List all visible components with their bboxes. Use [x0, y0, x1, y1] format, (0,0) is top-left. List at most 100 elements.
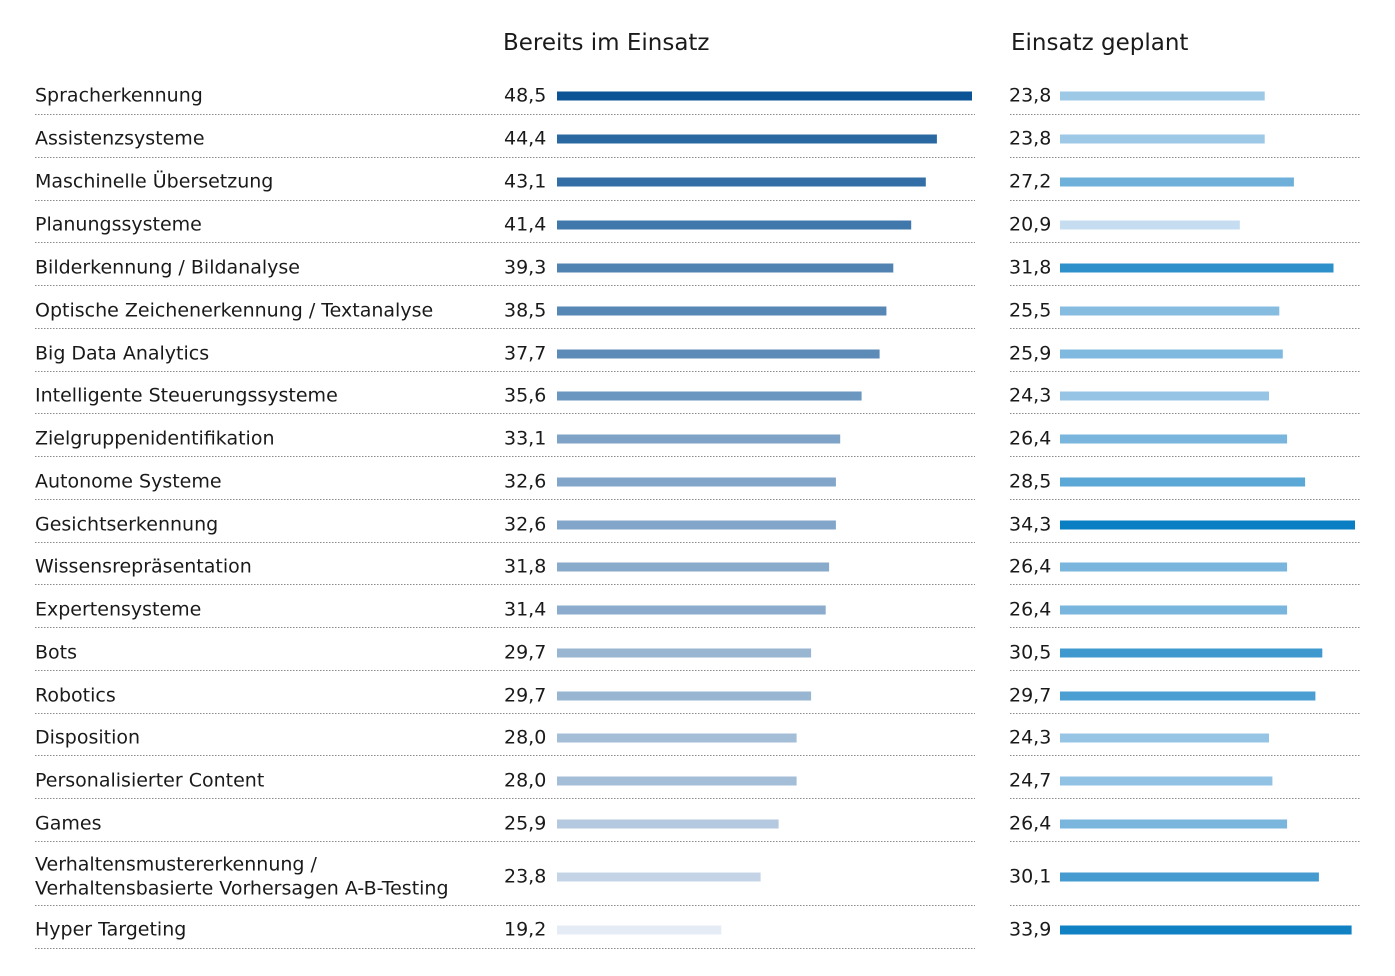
category-label-line: Big Data Analytics [35, 343, 209, 365]
category-label: Maschinelle Übersetzung [35, 170, 273, 193]
value-label-bereits: 38,5 [504, 300, 546, 322]
bar-einsatz-geplant [1060, 177, 1294, 187]
bar-bereits-im-einsatz [557, 605, 826, 615]
value-label-geplant: 25,5 [1009, 300, 1051, 322]
category-label-line: Bots [35, 642, 77, 664]
bar-einsatz-geplant [1060, 134, 1265, 144]
value-label-geplant: 23,8 [1009, 128, 1051, 150]
category-label: Spracherkennung [35, 85, 203, 107]
category-label-line: Verhaltensmustererkennung / [35, 854, 318, 876]
category-label: Disposition [35, 727, 140, 749]
category-label-line: Verhaltensbasierte Vorhersagen A-B-Testi… [35, 878, 449, 900]
category-label: Autonome Systeme [35, 471, 222, 493]
bar-bereits-im-einsatz [557, 819, 779, 829]
bar-bereits-im-einsatz [557, 263, 894, 273]
value-label-bereits: 41,4 [504, 214, 546, 236]
bar-bereits-im-einsatz [557, 925, 722, 935]
category-label: Zielgruppenidentifikation [35, 428, 275, 450]
column-header-einsatz-geplant: Einsatz geplant [1011, 30, 1189, 56]
category-label-line: Personalisierter Content [35, 770, 264, 792]
value-label-geplant: 24,7 [1009, 770, 1051, 792]
value-label-geplant: 23,8 [1009, 85, 1051, 107]
bar-bereits-im-einsatz [557, 477, 836, 487]
category-label-line: Hyper Targeting [35, 919, 186, 941]
category-label: Expertensysteme [35, 599, 201, 621]
value-label-bereits: 23,8 [504, 866, 546, 888]
value-label-bereits: 28,0 [504, 727, 546, 749]
category-label: Gesichtserkennung [35, 514, 218, 536]
category-label: Robotics [35, 685, 116, 707]
value-label-bereits: 33,1 [504, 428, 546, 450]
value-label-geplant: 30,1 [1009, 866, 1051, 888]
bar-einsatz-geplant [1060, 434, 1288, 444]
category-label-line: Assistenzsysteme [35, 128, 205, 150]
category-label: Wissensrepräsentation [35, 556, 252, 578]
bar-einsatz-geplant [1060, 391, 1269, 401]
bar-einsatz-geplant [1060, 263, 1334, 273]
value-label-bereits: 31,4 [504, 599, 546, 621]
category-label: Bots [35, 642, 77, 664]
value-label-geplant: 27,2 [1009, 171, 1051, 193]
category-label-line: Wissensrepräsentation [35, 556, 252, 578]
category-label-line: Games [35, 813, 101, 835]
category-label-line: Intelligente Steuerungssysteme [35, 385, 338, 407]
bar-bereits-im-einsatz [557, 776, 797, 786]
bar-einsatz-geplant [1060, 872, 1319, 882]
category-label-line: Zielgruppenidentifikation [35, 428, 275, 450]
bar-einsatz-geplant [1060, 733, 1269, 743]
value-label-bereits: 35,6 [504, 385, 546, 407]
bar-einsatz-geplant [1060, 648, 1323, 658]
category-label: Verhaltensmustererkennung / Verhaltensbas… [35, 854, 449, 900]
value-label-geplant: 24,3 [1009, 727, 1051, 749]
category-label-line: Gesichtserkennung [35, 514, 218, 536]
bar-bereits-im-einsatz [557, 134, 937, 144]
category-label: Planungssysteme [35, 214, 202, 236]
bar-bereits-im-einsatz [557, 434, 841, 444]
value-label-bereits: 19,2 [504, 919, 546, 941]
value-label-geplant: 20,9 [1009, 214, 1051, 236]
value-label-bereits: 29,7 [504, 685, 546, 707]
bar-einsatz-geplant [1060, 605, 1288, 615]
value-label-geplant: 26,4 [1009, 556, 1051, 578]
value-label-bereits: 43,1 [504, 171, 546, 193]
bar-einsatz-geplant [1060, 776, 1273, 786]
category-label: Optische Zeichenerkennung / Textanalyse [35, 300, 433, 322]
bar-einsatz-geplant [1060, 349, 1283, 359]
category-label-line: Autonome Systeme [35, 471, 222, 493]
bar-bereits-im-einsatz [557, 648, 812, 658]
bar-bereits-im-einsatz [557, 733, 797, 743]
bar-bereits-im-einsatz [557, 562, 830, 572]
bar-einsatz-geplant [1060, 520, 1355, 530]
category-label-line: Maschinelle Übersetzung [35, 170, 273, 193]
value-label-geplant: 34,3 [1009, 514, 1051, 536]
value-label-geplant: 26,4 [1009, 599, 1051, 621]
bar-bereits-im-einsatz [557, 391, 862, 401]
value-label-geplant: 25,9 [1009, 343, 1051, 365]
category-label-line: Bilderkennung / Bildanalyse [35, 257, 300, 279]
value-label-bereits: 48,5 [504, 85, 546, 107]
category-label: Big Data Analytics [35, 343, 209, 365]
bar-bereits-im-einsatz [557, 306, 887, 316]
category-label: Bilderkennung / Bildanalyse [35, 257, 300, 279]
bar-bereits-im-einsatz [557, 691, 812, 701]
category-label-line: Robotics [35, 685, 116, 707]
bar-bereits-im-einsatz [557, 872, 761, 882]
value-label-bereits: 39,3 [504, 257, 546, 279]
value-label-bereits: 25,9 [504, 813, 546, 835]
value-label-bereits: 32,6 [504, 514, 546, 536]
bar-bereits-im-einsatz [557, 220, 912, 230]
value-label-bereits: 32,6 [504, 471, 546, 493]
bar-einsatz-geplant [1060, 477, 1306, 487]
value-label-geplant: 28,5 [1009, 471, 1051, 493]
category-label: Hyper Targeting [35, 919, 186, 941]
category-label: Games [35, 813, 101, 835]
value-label-bereits: 28,0 [504, 770, 546, 792]
bar-einsatz-geplant [1060, 691, 1316, 701]
bar-bereits-im-einsatz [557, 91, 972, 101]
category-label-line: Expertensysteme [35, 599, 201, 621]
category-label: Intelligente Steuerungssysteme [35, 385, 338, 407]
bar-einsatz-geplant [1060, 91, 1265, 101]
value-label-geplant: 29,7 [1009, 685, 1051, 707]
bar-einsatz-geplant [1060, 562, 1288, 572]
